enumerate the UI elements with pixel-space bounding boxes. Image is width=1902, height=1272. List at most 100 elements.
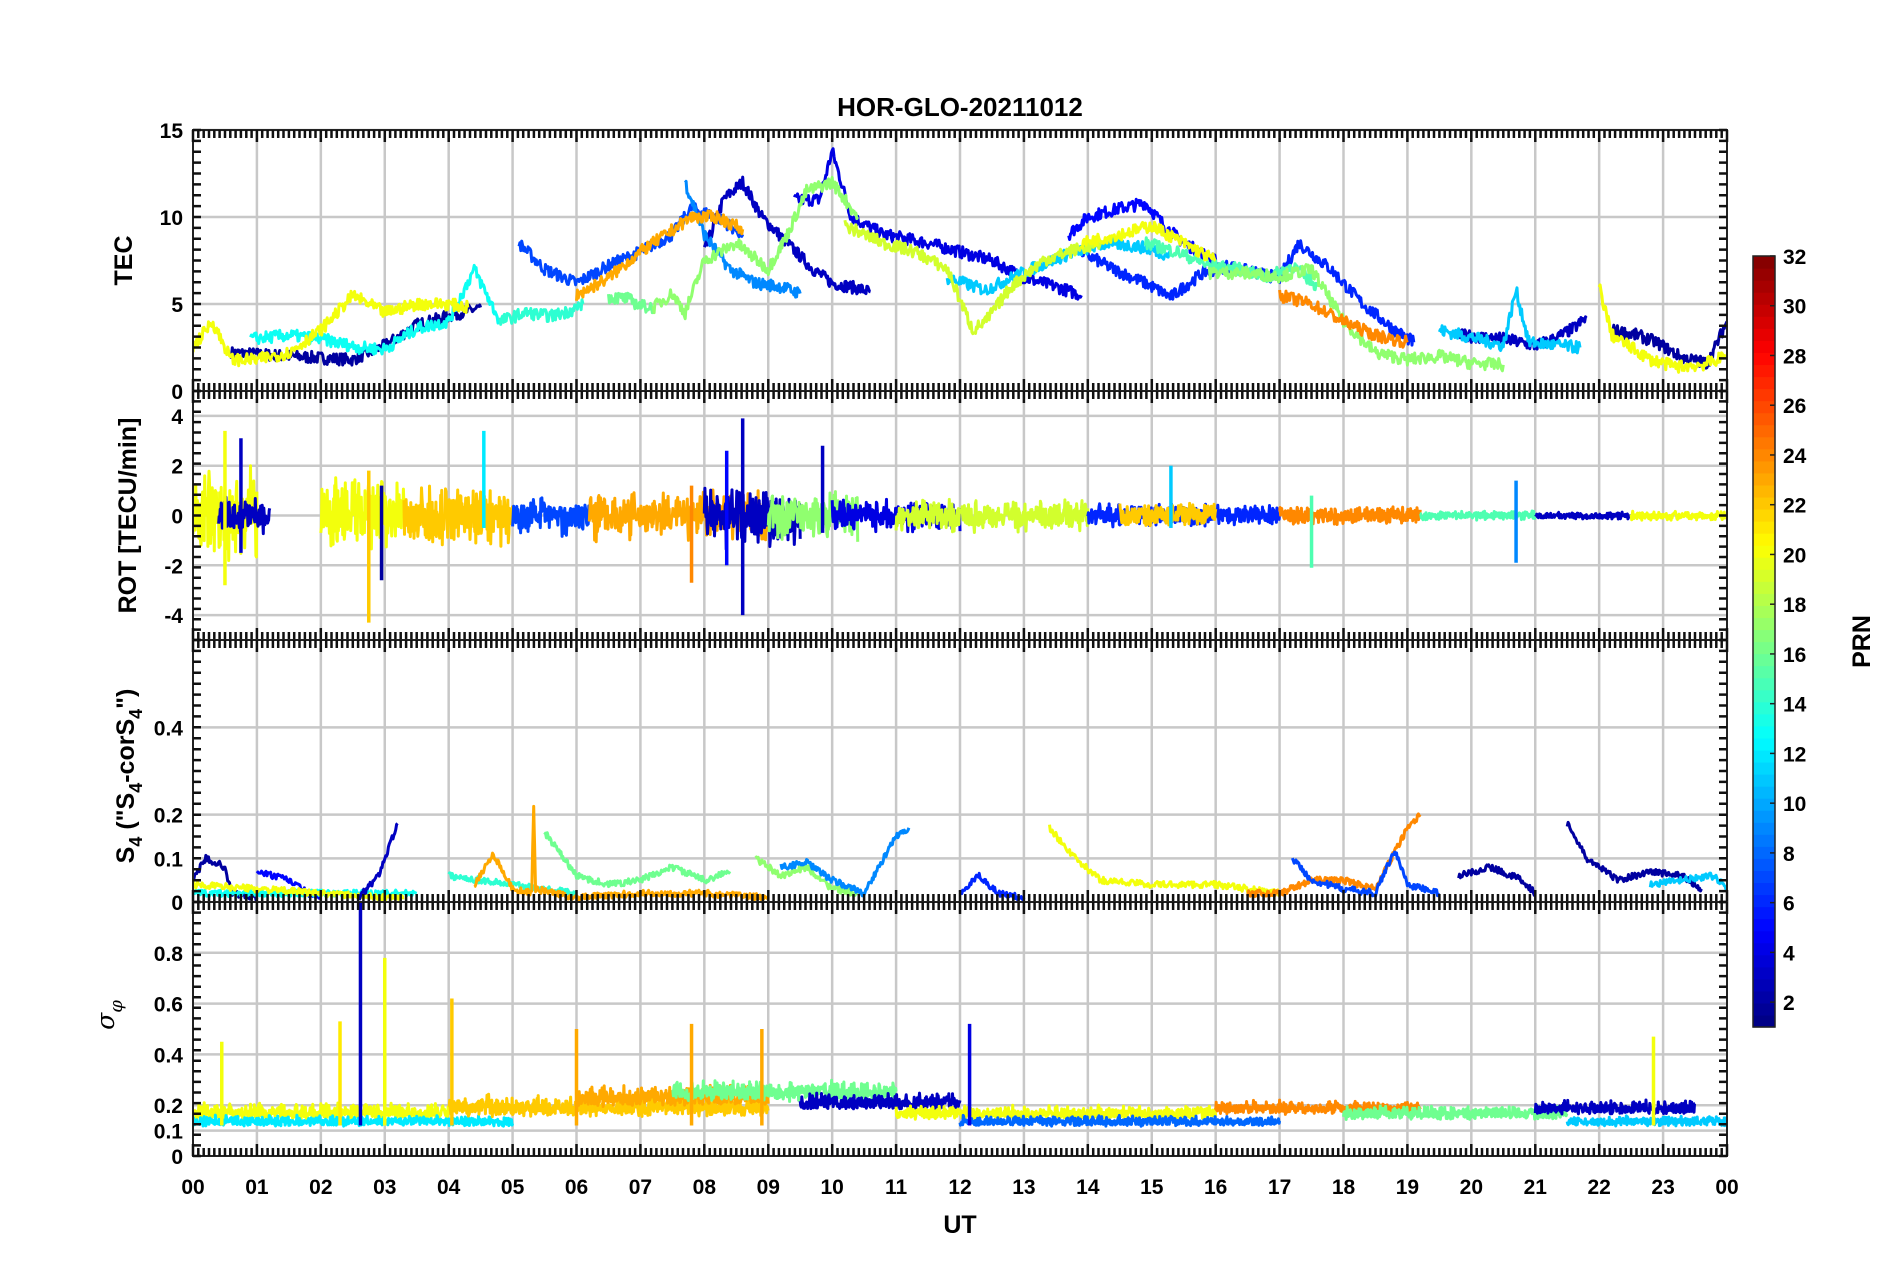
colorbar-segment [1753,280,1775,293]
series-rot-prn24 [1278,505,1422,526]
x-tick-label: 00 [181,1176,204,1199]
colorbar-segment [1753,737,1775,751]
y-tick-label-sigma: 0.2 [154,1095,183,1118]
colorbar-segment [1753,340,1775,353]
colorbar-segment [1753,364,1775,378]
ticks-rot [191,389,1729,642]
colorbar-segment [1753,930,1775,944]
series-s4-prn16 [543,831,732,889]
colorbar-tick-label: 14 [1783,694,1807,717]
colorbar-tick-label: 24 [1783,445,1807,468]
colorbar-tick-label: 2 [1783,992,1795,1015]
x-tick-label: 18 [1332,1176,1356,1199]
colorbar-segment [1753,990,1775,1004]
x-tick-label: 23 [1651,1176,1674,1199]
data-sigma [193,902,1727,1128]
colorbar-segment [1753,870,1775,884]
x-tick-label: 14 [1076,1176,1100,1199]
x-minor-ticks [191,902,1729,1156]
series-tec-prn23 [575,209,745,301]
colorbar-segment [1753,496,1775,510]
colorbar-tick-label: 16 [1783,644,1806,667]
colorbar-segment [1753,834,1775,847]
y-tick-label-rot: 0 [171,506,183,529]
series-s4-prn2 [1565,820,1703,893]
x-tick-label: 21 [1524,1176,1548,1199]
x-tick-label: 01 [245,1176,269,1199]
series-tec-prn5 [1067,197,1218,267]
series-rot-prn22 [1118,501,1218,528]
colorbar-segment [1753,774,1775,787]
ticks-sigma [191,900,1729,1158]
y-tick-label-sigma: 0.4 [154,1044,184,1067]
x-tick-label: 20 [1460,1176,1483,1199]
series-tec-prn4 [792,147,1083,301]
colorbar-tick-label: 28 [1783,345,1807,368]
colorbar-frame [1752,255,1776,1028]
colorbar-segment [1753,689,1775,703]
series-tec-prn20 [1597,283,1727,374]
x-axis-label: UT [943,1211,976,1239]
x-tick-label: 04 [437,1176,461,1199]
colorbar-segment [1753,1014,1775,1028]
x-tick-label: 05 [501,1176,525,1199]
colorbar-segment [1753,400,1775,414]
colorbar-segment [1753,978,1775,992]
colorbar-segment [1753,786,1775,799]
grid-tec [193,128,1727,391]
x-minor-ticks [191,391,1729,640]
y-tick-label-tec: 10 [160,207,183,230]
y-tick-label-tec: 0 [171,381,183,404]
series-sigma-prn3 [798,1091,962,1112]
y-minor-ticks [193,900,1727,1158]
x-tick-label: 02 [309,1176,332,1199]
y-tick-label-rot: -4 [164,605,183,628]
y-tick-label-s4: 0.2 [154,805,183,828]
colorbar-segment [1753,508,1775,522]
series-tec-prn9 [683,179,802,299]
ticks-s4 [191,638,1729,904]
x-tick-label: 03 [373,1176,396,1199]
colorbar-segment [1753,304,1775,317]
series-s4-prn20 [1048,824,1281,897]
x-tick-label: 17 [1268,1176,1291,1199]
series-rot-prn4 [830,497,962,534]
x-tick-label: 10 [820,1176,843,1199]
series-tec-prn17 [1207,263,1505,373]
series-rot-prn15 [1419,509,1537,522]
colorbar-segment [1753,436,1775,450]
series-sigma-prn16 [671,1078,898,1103]
series-sigma-prn16 [1342,1103,1569,1121]
grid-s4 [193,640,1727,902]
y-tick-label-s4: 0.4 [154,717,184,740]
colorbar-tick-label: 12 [1783,743,1806,766]
colorbar-segment [1753,641,1775,655]
colorbar-segment [1753,256,1775,269]
data-tec [193,147,1727,374]
colorbar-tick-label: 8 [1783,843,1795,866]
series-tec-prn15 [1143,236,1320,292]
x-tick-label: 08 [693,1176,717,1199]
colorbar-segment [1753,966,1775,980]
series-rot-prn20 [1629,509,1727,522]
colorbar-segment [1753,810,1775,823]
x-tick-label: 11 [885,1176,908,1199]
colorbar-tick-label: 6 [1783,893,1795,916]
colorbar-segment [1753,352,1775,366]
x-tick-label: 09 [757,1176,780,1199]
colorbar-segment [1753,448,1775,462]
series-sigma-prn20 [193,1101,451,1123]
y-tick-label-rot: 4 [171,406,183,429]
colorbar-tick-label: 32 [1783,246,1806,269]
series-s4-prn7 [1290,850,1441,898]
y-tick-label-s4: 0 [171,892,183,915]
colorbar-segment [1753,316,1775,329]
colorbar-segment [1753,665,1775,679]
x-tick-label: 22 [1587,1176,1610,1199]
series-sigma-prn3 [1533,1098,1696,1116]
series-tec-prn17 [651,175,860,321]
series-rot-prn19 [894,497,1090,534]
